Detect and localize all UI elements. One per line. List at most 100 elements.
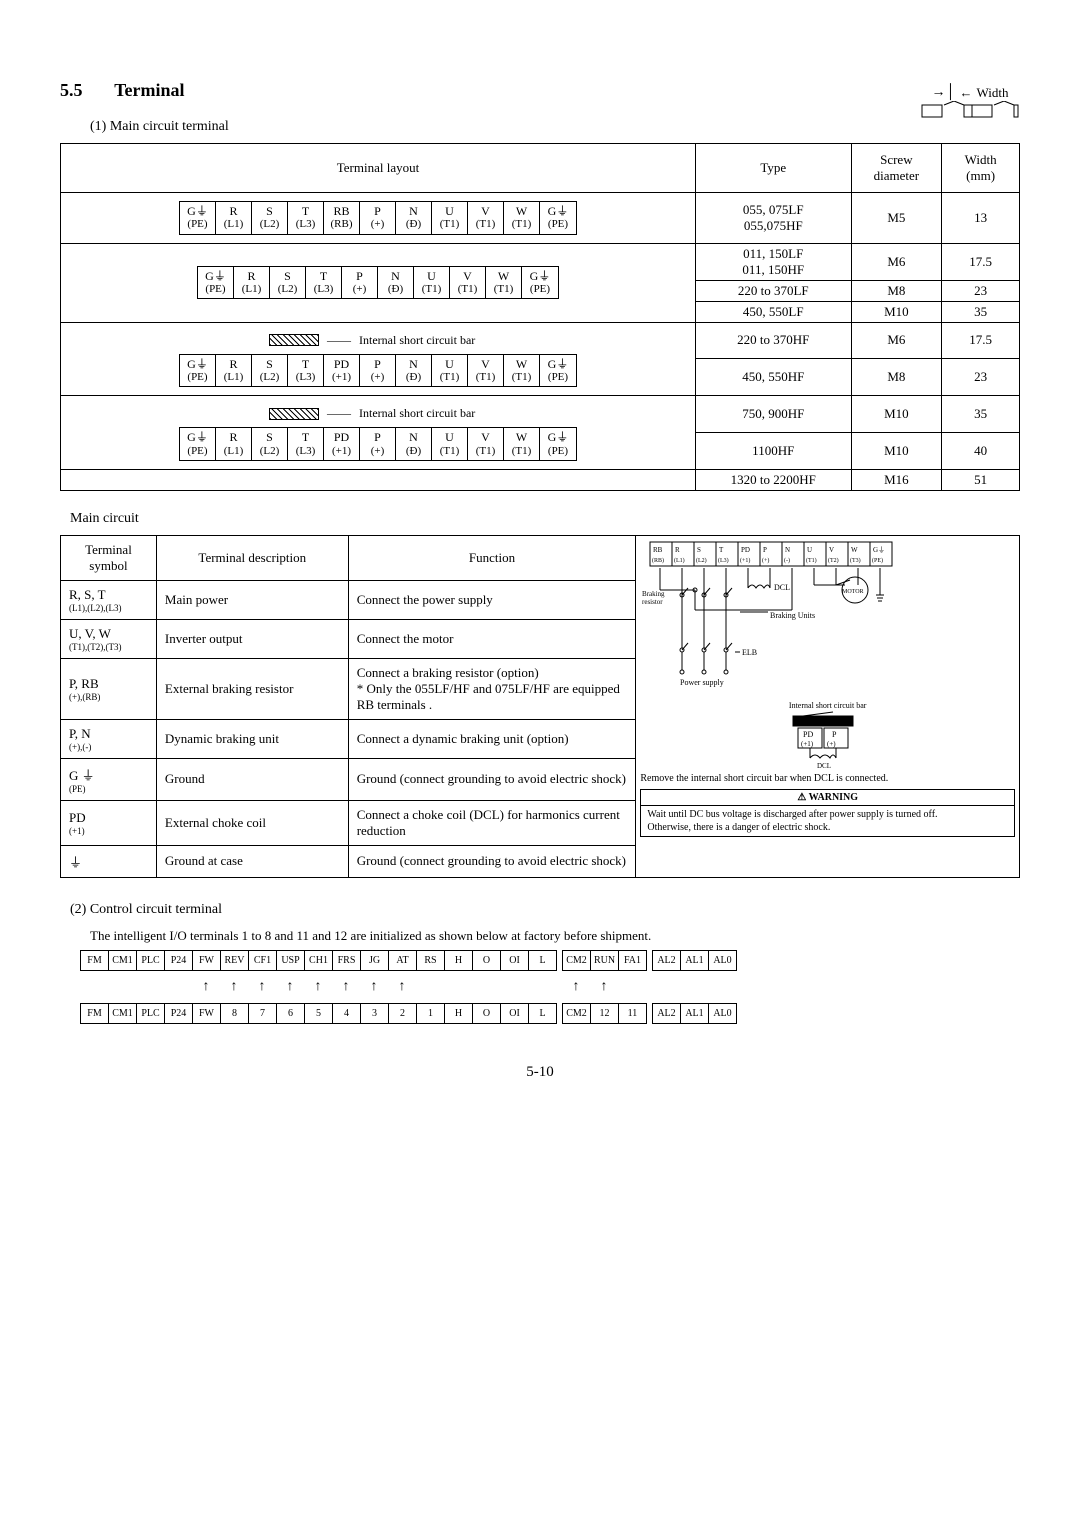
terminal-box: P(+) — [360, 202, 396, 234]
terminal-box: U(T1) — [432, 355, 468, 387]
terminal-box: V(T1) — [468, 202, 504, 234]
ctrl-cell — [652, 977, 680, 997]
svg-text:ELB: ELB — [742, 648, 757, 657]
terminal-box: W(T1) — [504, 428, 540, 460]
terminal-box: W(T1) — [504, 202, 540, 234]
ctrl-cell: CM2 — [563, 950, 591, 970]
terminal-box: S(L2) — [252, 202, 288, 234]
svg-text:P: P — [832, 730, 837, 739]
ctrl-cell — [136, 977, 164, 997]
ctrl-cell: 5 — [305, 1003, 333, 1023]
svg-text:(-): (-) — [784, 557, 790, 564]
terminal-box: V(T1) — [468, 355, 504, 387]
svg-text:(T2): (T2) — [828, 557, 839, 564]
svg-text:(L3): (L3) — [718, 557, 729, 564]
ctrl-cell: 8 — [221, 1003, 249, 1023]
ctrl-cell: H — [445, 1003, 473, 1023]
svg-text:Power supply: Power supply — [680, 678, 724, 687]
ctrl-cell: FW — [193, 1003, 221, 1023]
ctrl-cell — [472, 977, 500, 997]
ctrl-cell: ↑ — [360, 977, 388, 997]
svg-text:P: P — [763, 546, 767, 554]
svg-text:(PE): (PE) — [872, 557, 883, 564]
ctrl-cell: ↑ — [192, 977, 220, 997]
svg-text:(L1): (L1) — [674, 557, 685, 564]
svg-text:PD: PD — [741, 546, 750, 554]
ctrl-cell: H — [445, 950, 473, 970]
ctrl-cell: ↑ — [562, 977, 590, 997]
svg-text:RB: RB — [653, 546, 663, 554]
terminal-box: PD(+1) — [324, 355, 360, 387]
ctrl-cell: OI — [501, 1003, 529, 1023]
ctrl-cell: FRS — [333, 950, 361, 970]
ctrl-cell: ↑ — [304, 977, 332, 997]
svg-text:Braking: Braking — [642, 590, 665, 598]
ctrl-cell: CM2 — [563, 1003, 591, 1023]
svg-text:PD: PD — [803, 730, 813, 739]
ctrl-arrows: ↑↑↑↑↑↑↑↑↑↑ — [80, 977, 736, 997]
svg-text:G⏚: G⏚ — [873, 546, 885, 554]
svg-text:R: R — [675, 546, 680, 554]
svg-text:T: T — [719, 546, 724, 554]
ctrl-cell: 7 — [249, 1003, 277, 1023]
terminal-box: V(T1) — [450, 267, 486, 299]
ctrl-cell: AL1 — [681, 1003, 709, 1023]
terminal-layout-table: Terminal layout Type Screw diameter Widt… — [60, 143, 1020, 491]
terminal-box: W(T1) — [504, 355, 540, 387]
circuit-diagram-top: RB(RB)R(L1)S(L2)T(L3)PD(+1)P(+)N(-)U(T1)… — [640, 540, 910, 695]
terminal-box: G⏚(PE) — [540, 202, 576, 234]
ctrl-cell: O — [473, 950, 501, 970]
ctrl-cell: ↑ — [220, 977, 248, 997]
ctrl-cell: 4 — [333, 1003, 361, 1023]
svg-text:(+): (+) — [827, 740, 836, 748]
terminal-box: N(Đ) — [396, 428, 432, 460]
svg-text:N: N — [785, 546, 790, 554]
ctrl-cell: P24 — [165, 950, 193, 970]
ctrl-table-1: FMCM1PLCP24FWREVCF1USPCH1FRSJGATRSHOOILC… — [80, 950, 737, 971]
terminal-box: N(Đ) — [396, 355, 432, 387]
ctrl-cell: AL2 — [653, 950, 681, 970]
ctrl-cell: FM — [81, 1003, 109, 1023]
ctrl-cell — [680, 977, 708, 997]
ctrl-cell: AL0 — [709, 950, 737, 970]
ctrl-cell: 3 — [361, 1003, 389, 1023]
terminal-box: R(L1) — [234, 267, 270, 299]
terminal-box: R(L1) — [216, 355, 252, 387]
svg-text:(+): (+) — [762, 557, 769, 564]
terminal-box: U(T1) — [432, 202, 468, 234]
terminal-box: P(+) — [360, 355, 396, 387]
ctrl-cell: 2 — [389, 1003, 417, 1023]
ctrl-cell: RUN — [591, 950, 619, 970]
ctrl-cell — [500, 977, 528, 997]
terminal-box: W(T1) — [486, 267, 522, 299]
ctrl-cell — [444, 977, 472, 997]
ctrl-cell: AL1 — [681, 950, 709, 970]
ctrl-cell: AT — [389, 950, 417, 970]
svg-text:S: S — [697, 546, 701, 554]
ctrl-cell: 1 — [417, 1003, 445, 1023]
subtitle-2: (2) Control circuit terminal — [70, 902, 1020, 918]
terminal-box: P(+) — [342, 267, 378, 299]
ctrl-cell: O — [473, 1003, 501, 1023]
ctrl-cell: AL2 — [653, 1003, 681, 1023]
warning-box: ⚠ WARNING Wait until DC bus voltage is d… — [640, 789, 1015, 837]
ctrl-cell: FA1 — [619, 950, 647, 970]
terminal-box: P(+) — [360, 428, 396, 460]
svg-text:U: U — [807, 546, 812, 554]
terminal-box: G⏚(PE) — [198, 267, 234, 299]
ctrl-cell: PLC — [137, 1003, 165, 1023]
terminal-box: T(L3) — [288, 202, 324, 234]
terminal-box: G⏚(PE) — [180, 355, 216, 387]
terminal-box: G⏚(PE) — [540, 355, 576, 387]
svg-text:(T3): (T3) — [850, 557, 861, 564]
svg-text:resistor: resistor — [642, 598, 663, 606]
svg-text:(T1): (T1) — [806, 557, 817, 564]
terminal-box: R(L1) — [216, 202, 252, 234]
ctrl-cell: 6 — [277, 1003, 305, 1023]
terminal-box: G⏚(PE) — [180, 428, 216, 460]
ctrl-cell: L — [529, 1003, 557, 1023]
section-title: 5.5 Terminal — [60, 80, 185, 101]
ctrl-cell: ↑ — [590, 977, 618, 997]
width-diagram: →│ ← Width — [920, 85, 1020, 119]
ctrl-cell — [708, 977, 736, 997]
